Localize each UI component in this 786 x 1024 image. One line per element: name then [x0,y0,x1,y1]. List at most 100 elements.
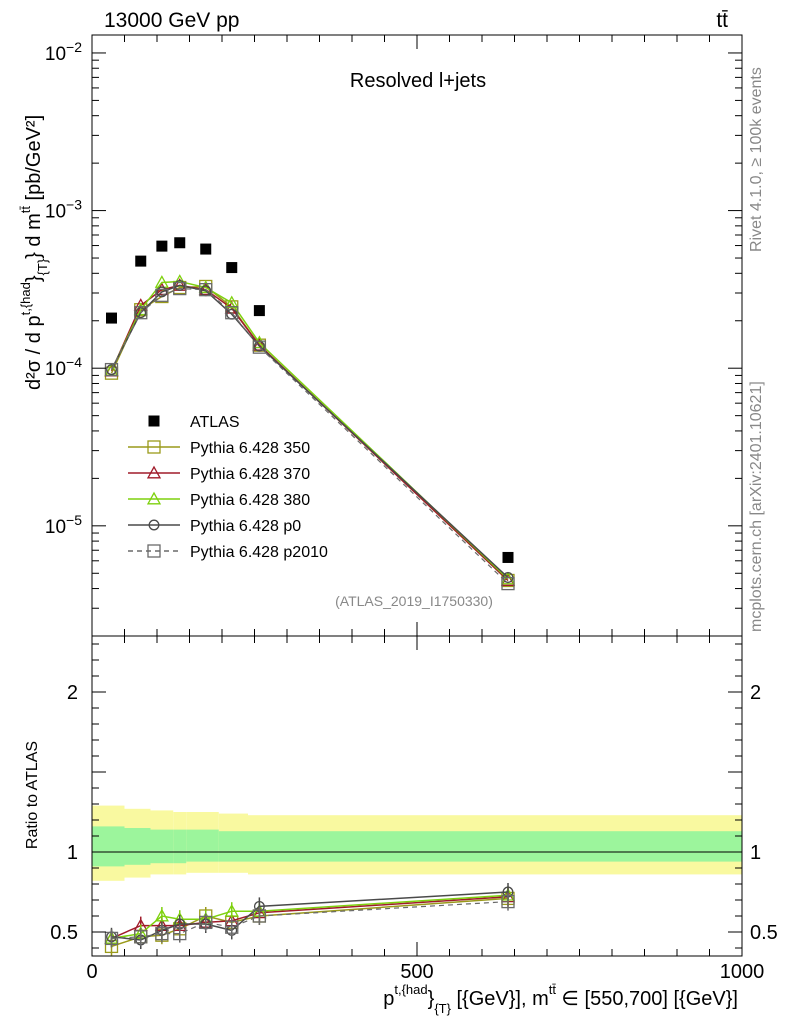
main-point [173,281,187,296]
ratio-point [224,903,239,917]
main-point [106,364,117,376]
rivet-version-label: Rivet 4.1.0, ≥ 100k events [748,67,765,252]
ratio-point [104,931,119,946]
main-point [500,573,516,586]
legend-entry: Pythia 6.428 p0 [128,518,301,535]
legend-entry: Pythia 6.428 380 [128,491,310,509]
main-y-tick-label: 10−5 [45,512,82,538]
main-series-line [110,284,509,582]
y-label-unit: [pb/GeV²] [23,115,45,206]
main-series-line [110,285,509,582]
ratio-band-inner [92,826,125,867]
x-axis-label: pt,{had}{T} [{GeV}], mtt̄ ∈ [550,700] [{… [383,982,738,1016]
x-tick-label: 0 [86,961,97,983]
mcplots-reference-label: mcplots.cern.ch [arXiv:2401.10621] [748,381,765,632]
ratio-band-inner [186,829,219,862]
main-point [252,340,267,354]
ratio-point [225,920,239,934]
ratio-point [199,915,213,930]
main-series-5 [104,281,515,591]
ratio-y-tick-label: 0.5 [50,922,78,944]
ratio-data-layer [92,805,742,956]
legend-label: Pythia 6.428 p2010 [190,544,328,561]
process-label: tt̄ [716,9,728,32]
main-point [104,362,119,377]
main-point [224,295,239,309]
legend-label: Pythia 6.428 370 [190,466,310,483]
ratio-panel: 0.5 0.5 1 1 2 2 0 500 1000 Ratio to ATLAS pt,{ha… [24,635,778,1016]
ratio-y-tick-label: 2 [67,682,78,704]
y-tick-base: 10 [45,202,66,223]
main-point [200,243,212,255]
main-point [500,571,516,585]
main-y-tick-label: 10−2 [45,39,82,65]
legend-marker [147,440,161,454]
ratio-point [173,926,187,941]
ratio-band-inner [173,829,187,864]
y-tick-base: 10 [45,44,66,65]
y-tick-base: 10 [45,517,66,538]
legend-label: Pythia 6.428 350 [190,440,310,457]
y-tick-exponent: −5 [66,512,82,528]
ratio-y-tick-label-right: 1 [750,842,761,864]
main-point [174,279,186,291]
main-point [134,306,148,320]
ratio-point [134,930,148,944]
y-tick-exponent: −2 [66,39,82,55]
main-point [501,576,515,591]
analysis-tag: (ATLAS_2019_I1750330) [335,593,493,609]
y-tick-exponent: −3 [66,197,82,213]
legend-entry: ATLAS [148,414,240,431]
main-series-0 [106,237,514,563]
ratio-band-inner [150,829,174,864]
main-y-tick-label: 10−4 [45,354,82,380]
legend-marker [146,491,162,505]
ratio-series-4 [104,892,515,948]
ratio-band-inner [218,831,248,862]
legend-label: Pythia 6.428 p0 [190,518,301,535]
main-y-tick-label: 10−3 [45,197,82,223]
main-series-line [110,287,509,585]
y-label-tail-sup: tt̄ [18,206,33,214]
legend-label: ATLAS [190,414,240,431]
legend-marker [147,544,161,558]
ratio-point [252,909,267,923]
x-tick-label: 1000 [720,961,765,983]
legend-marker [148,415,160,427]
ratio-axis-ticks: 0.5 0.5 1 1 2 2 0 500 1000 [50,636,778,983]
energy-label: 13000 GeV pp [104,9,239,32]
legend-marker [148,519,160,531]
ratio-series-line [111,901,509,939]
legend-entry: Pythia 6.428 370 [128,465,310,483]
main-series-2 [104,278,516,586]
main-axis-ticks: 10−210−310−410−5 [45,35,743,637]
y-tick-exponent: −4 [66,354,82,370]
main-point [252,337,267,351]
main-series-line [110,280,509,580]
ratio-point [501,894,515,909]
main-point [199,283,213,297]
main-point [174,237,186,249]
legend-marker [146,465,162,479]
main-series-4 [106,279,514,583]
main-point [156,286,168,298]
main-panel: 10−210−310−410−5 Resolved l+jets (ATLAS_… [18,34,743,637]
main-point [135,255,147,267]
y-label-main: d²σ / d p [23,315,45,390]
main-point [135,307,147,319]
main-point [155,288,169,302]
main-series-3 [104,274,516,585]
main-series-1 [104,279,515,588]
y-label-sub: {T} [35,258,50,275]
y-label-tail: } d m [23,213,45,259]
legend-entry: Pythia 6.428 350 [128,440,310,457]
y-tick-base: 10 [45,359,66,380]
y-label-sup: t,{had [18,282,33,315]
ratio-plot-frame [91,635,743,957]
ratio-point [154,908,169,922]
ratio-y-tick-label-right: 0.5 [750,922,778,944]
main-point [226,262,238,274]
main-point [106,312,117,324]
x-tick-label: 500 [400,961,433,983]
